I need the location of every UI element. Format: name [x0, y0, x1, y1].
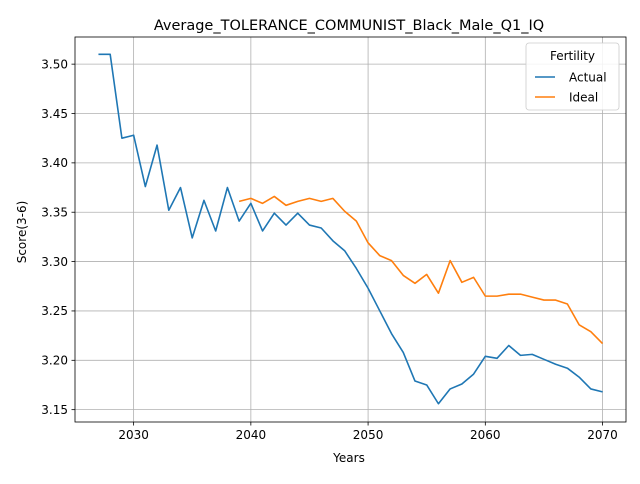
x-tick-label: 2070 — [587, 428, 618, 442]
series-line-ideal — [238, 195, 604, 345]
y-tick-label: 3.50 — [41, 57, 68, 71]
legend: Fertility Actual Ideal — [525, 42, 620, 111]
legend-title: Fertility — [550, 49, 595, 63]
y-tick-label: 3.20 — [41, 354, 68, 368]
y-axis-label: Score(3-6) — [15, 201, 29, 264]
legend-box — [525, 42, 620, 111]
legend-label-actual: Actual — [569, 70, 607, 84]
x-tick-label: 2060 — [470, 428, 501, 442]
x-tick-label: 2040 — [236, 428, 267, 442]
x-tick-label: 2050 — [353, 428, 384, 442]
x-tick-label: 2030 — [118, 428, 149, 442]
y-tick-label: 3.15 — [41, 403, 68, 417]
y-tick-label: 3.40 — [41, 156, 68, 170]
y-tick-label: 3.45 — [41, 107, 68, 121]
y-tick-label: 3.35 — [41, 206, 68, 220]
legend-label-ideal: Ideal — [569, 90, 598, 104]
x-axis-label: Years — [332, 451, 365, 465]
y-tick-label: 3.25 — [41, 304, 68, 318]
plot-area — [74, 36, 627, 423]
series-line-actual — [98, 53, 603, 405]
y-tick-label: 3.30 — [41, 255, 68, 269]
chart-title: Average_TOLERANCE_COMMUNIST_Black_Male_Q… — [154, 18, 544, 34]
